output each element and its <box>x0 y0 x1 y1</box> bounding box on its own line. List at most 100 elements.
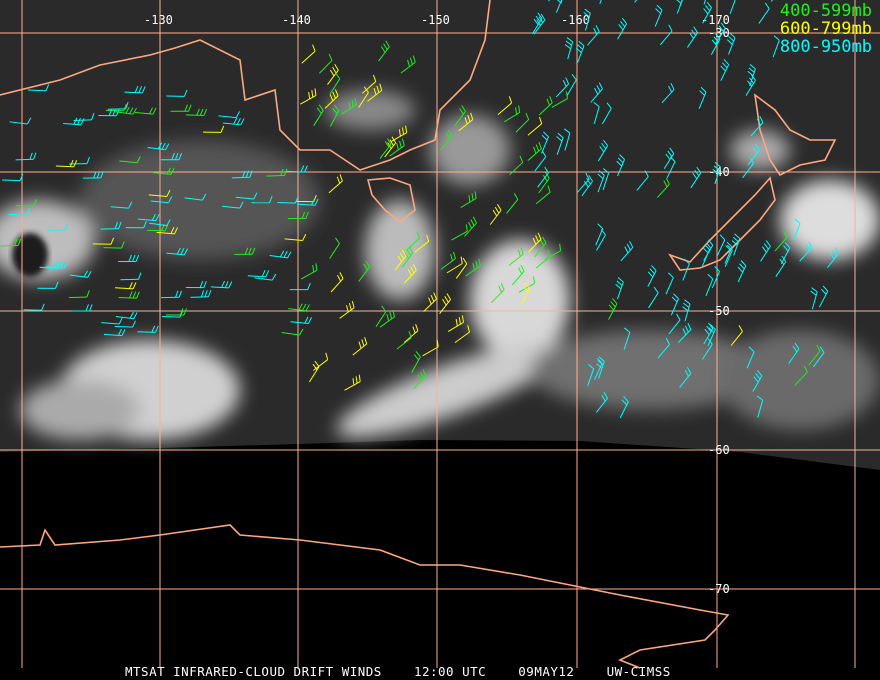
wind-barb <box>756 395 764 418</box>
longitude-label: -130 <box>144 13 173 27</box>
wind-barb <box>758 2 770 24</box>
wind-barb <box>324 89 339 109</box>
wind-barb <box>300 263 318 280</box>
wind-barb <box>329 237 340 259</box>
wind-barb <box>465 258 481 277</box>
wind-barb <box>358 260 371 282</box>
wind-barb <box>137 325 159 333</box>
wind-barb <box>301 44 316 64</box>
wind-barb <box>290 316 313 324</box>
wind-barb <box>780 242 791 264</box>
wind-barb <box>665 272 674 295</box>
wind-barb <box>712 161 721 185</box>
wind-barb <box>827 247 839 268</box>
wind-barb <box>234 247 256 255</box>
wind-barb <box>595 392 608 413</box>
wind-barb <box>818 285 829 308</box>
latitude-label: -50 <box>708 304 730 318</box>
wind-barb <box>330 272 344 293</box>
wind-barb <box>705 273 714 296</box>
wind-barb <box>587 25 600 46</box>
wind-barb <box>120 272 142 281</box>
wind-barb <box>537 166 549 188</box>
wind-barb <box>602 102 612 125</box>
wind-barb <box>602 168 610 191</box>
wind-barb <box>746 346 755 369</box>
wind-barb <box>520 282 531 305</box>
wind-barb <box>210 280 233 289</box>
wind-barb <box>406 231 421 251</box>
wind-barb <box>760 240 771 262</box>
wind-barb <box>390 125 408 143</box>
wind-barb <box>166 89 188 97</box>
wind-barb <box>623 327 631 350</box>
wind-barb <box>594 357 603 380</box>
longitude-label: -150 <box>421 13 450 27</box>
caption-source: UW-CIMSS <box>606 664 671 679</box>
wind-barb <box>161 290 182 299</box>
wind-barb <box>63 117 85 126</box>
wind-barb <box>39 261 61 270</box>
wind-barb <box>71 304 93 312</box>
wind-barb <box>411 351 421 373</box>
wind-barb <box>538 172 550 194</box>
wind-barb <box>118 291 140 299</box>
wind-barb <box>269 250 292 259</box>
caption-time: 12:00 UTC <box>413 664 487 679</box>
wind-barb <box>531 12 543 35</box>
wind-barb <box>23 303 45 311</box>
wind-barb <box>184 193 207 201</box>
wind-barb <box>812 346 825 368</box>
wind-barb <box>715 22 726 44</box>
wind-barb <box>454 325 470 344</box>
wind-barb <box>329 72 341 95</box>
wind-barb <box>534 150 547 172</box>
wind-barb <box>590 82 603 103</box>
wind-barb <box>690 166 702 189</box>
wind-barb <box>506 193 519 214</box>
wind-barb <box>148 219 171 227</box>
wind-barb <box>799 241 813 262</box>
wind-barb <box>37 281 59 289</box>
wind-barb <box>616 154 625 177</box>
wind-barb <box>447 315 465 332</box>
wind-barb <box>538 96 553 116</box>
wind-barb <box>319 53 333 74</box>
wind-barb <box>327 63 339 85</box>
wind-barb <box>726 32 736 55</box>
wind-barb <box>555 77 570 98</box>
wind-barb <box>509 155 524 176</box>
wind-barb <box>593 101 600 125</box>
wind-barb <box>401 246 414 268</box>
wind-barb <box>711 266 720 289</box>
wind-barb <box>367 83 383 102</box>
coast-tasmania <box>366 177 416 224</box>
wind-barb <box>724 241 733 264</box>
wind-barb <box>297 198 319 206</box>
wind-barb <box>251 196 273 204</box>
wind-barb <box>100 221 122 230</box>
wind-barb <box>222 117 245 126</box>
wind-barb <box>518 276 536 293</box>
wind-barb <box>659 24 673 46</box>
wind-barb <box>378 40 390 62</box>
wind-barb <box>511 264 525 286</box>
wind-barb <box>414 234 430 253</box>
wind-barb <box>277 196 299 204</box>
wind-barb <box>682 258 690 281</box>
wind-barb <box>281 328 304 336</box>
wind-barb <box>702 1 712 24</box>
wind-barb <box>2 174 24 182</box>
wind-barb <box>185 108 208 117</box>
wind-barb <box>587 363 595 387</box>
wind-barb <box>68 290 90 299</box>
wind-barb <box>110 201 133 209</box>
wind-barb <box>396 331 412 350</box>
wind-barb <box>670 293 679 316</box>
wind-barb <box>491 283 505 303</box>
wind-barb <box>788 342 800 364</box>
wind-barb <box>686 26 698 48</box>
wind-barb <box>218 111 240 119</box>
wind-barb <box>451 224 468 241</box>
wind-barb <box>597 139 609 162</box>
